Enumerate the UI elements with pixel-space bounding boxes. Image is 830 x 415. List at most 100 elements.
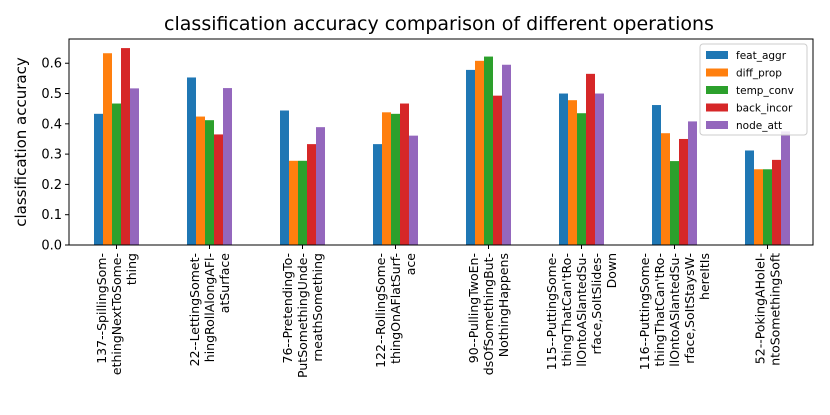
bar-temp_conv-6 (577, 113, 586, 246)
x-tick-label-line: Down (604, 253, 619, 288)
x-tick-label: 122--RollingSome-thingOnAFlatSurf-ace (373, 253, 418, 368)
bar-node_att-7 (688, 121, 697, 245)
bar-temp_conv-2 (205, 120, 214, 245)
bar-temp_conv-8 (763, 169, 772, 245)
x-tick-label-line: 122--RollingSome- (373, 253, 388, 368)
x-tick-label: 116--PuttingSome-thingThatCan'tRo-llOnto… (637, 253, 712, 370)
bar-node_att-4 (409, 135, 418, 245)
x-tick-label-line: thingThatCan'tRo- (559, 253, 574, 366)
x-tick-label-line: atSurface (217, 253, 232, 313)
legend-swatch-feat_aggr (706, 51, 728, 59)
x-tick-label-line: hereItIs (697, 253, 712, 300)
bar-feat_aggr-2 (187, 77, 196, 245)
x-tick-label-line: 137--SpillingSom- (94, 253, 109, 364)
bar-back_incor-8 (772, 159, 781, 245)
bar-back_incor-4 (400, 103, 409, 245)
legend-swatch-diff_prop (706, 68, 728, 77)
bar-feat_aggr-6 (559, 93, 568, 245)
x-tick-label-line: ntoSomethingSoft (768, 253, 783, 366)
bar-feat_aggr-5 (466, 69, 475, 246)
bar-back_incor-6 (586, 73, 595, 246)
legend-swatch-back_incor (706, 103, 728, 112)
bar-back_incor-2 (214, 134, 223, 245)
legend-box (699, 43, 808, 136)
legend-swatch-node_att (706, 121, 728, 129)
bar-diff_prop-7 (661, 133, 670, 245)
plot-frame (68, 38, 814, 246)
y-axis-label: classification accuracy (12, 57, 30, 227)
x-axis: 137--SpillingSom-ethingNextToSome-thing 2… (94, 245, 783, 378)
x-tick-label-line: 115--PuttingSome- (544, 253, 559, 370)
x-tick-label-line: llOntoASlantedSu- (667, 253, 682, 367)
x-tick-label-line: dsOfSomethingBut- (481, 253, 496, 375)
x-tick-label: 90--PullingTwoEn-dsOfSomethingBut- Nothin… (466, 253, 511, 375)
x-tick-label: 52--PokingAHoleI-ntoSomethingSoft (753, 253, 783, 366)
x-tick-label: 115--PuttingSome-thingThatCan'tRo-llOnto… (544, 253, 619, 370)
bar-node_att-1 (130, 88, 139, 245)
y-tick-label: 0.2 (41, 178, 62, 193)
bar-back_incor-7 (679, 138, 688, 245)
x-tick-label-line: PutSomethingUnde- (295, 253, 310, 378)
legend-label-feat_aggr: feat_aggr (736, 50, 787, 62)
bar-temp_conv-5 (484, 56, 493, 245)
bar-temp_conv-3 (298, 160, 307, 245)
legend: feat_aggr diff_prop temp_conv back_incornod… (699, 43, 808, 136)
bar-diff_prop-1 (103, 53, 112, 245)
x-tick-label-line: 52--PokingAHoleI- (753, 253, 768, 364)
bar-feat_aggr-4 (373, 144, 382, 245)
y-tick-label: 0.3 (41, 148, 62, 163)
bar-temp_conv-1 (112, 103, 121, 245)
plot-area (68, 38, 814, 246)
x-tick-label-line: rface,SoItStaysW- (682, 253, 697, 364)
legend-label-temp_conv: temp_conv (736, 85, 794, 97)
bar-back_incor-3 (307, 144, 316, 245)
x-tick-label: 76--PretendingTo- PutSomethingUnde-rneath… (280, 253, 325, 378)
bar-node_att-5 (502, 64, 511, 245)
legend-label-back_incor: back_incor (736, 103, 793, 115)
bar-temp_conv-7 (670, 161, 679, 245)
bar-node_att-2 (223, 88, 232, 245)
bar-feat_aggr-1 (94, 113, 103, 245)
x-tick-label-line: hingRollAlongAFl- (202, 253, 217, 362)
y-tick-label: 0.6 (41, 57, 62, 72)
bar-back_incor-1 (121, 48, 130, 246)
bar-feat_aggr-7 (652, 105, 661, 246)
x-tick-label-line: rneathSomething (310, 253, 325, 362)
x-tick-label-line: NothingHappens (496, 253, 511, 357)
x-tick-label-line: 76--PretendingTo- (280, 253, 295, 363)
legend-swatch-temp_conv (706, 86, 728, 94)
x-tick-label-line: 116--PuttingSome- (637, 253, 652, 370)
x-tick-label-line: rface,SoItSlides- (589, 253, 604, 354)
bar-diff_prop-3 (289, 160, 298, 245)
y-tick-label: 0.4 (41, 117, 62, 132)
bar-diff_prop-4 (382, 112, 391, 245)
bar-temp_conv-4 (391, 113, 400, 245)
bar-diff_prop-5 (475, 60, 484, 245)
bar-node_att-6 (595, 93, 604, 245)
x-tick-label-line: ethingNextToSome- (109, 253, 124, 375)
x-tick-label: 22--LettingSomet-hingRollAlongAFl-atSurf… (187, 253, 232, 367)
bar-back_incor-5 (493, 95, 502, 246)
bar-node_att-3 (316, 127, 325, 245)
chart-title: classification accuracy comparison of di… (164, 13, 714, 35)
x-tick-label-line: thingThatCan'tRo- (652, 253, 667, 366)
bar-feat_aggr-8 (745, 150, 754, 245)
bar-diff_prop-6 (568, 100, 577, 245)
bar-diff_prop-8 (754, 169, 763, 245)
y-tick-label: 0.1 (41, 208, 62, 223)
y-axis: 0.0 0.1 0.2 0.3 0.4 0.5 0.6 (41, 57, 69, 254)
legend-label-node_att: node_att (736, 120, 782, 132)
y-tick-label: 0.5 (41, 87, 62, 102)
x-tick-label-line: ace (403, 253, 418, 276)
bar-diff_prop-2 (196, 116, 205, 245)
x-tick-label-line: 90--PullingTwoEn- (466, 253, 481, 363)
x-tick-label-line: thing (124, 253, 139, 285)
legend-label-diff_prop: diff_prop (736, 68, 782, 80)
x-tick-label-line: thingOnAFlatSurf- (388, 253, 403, 364)
x-tick-label-line: 22--LettingSomet- (187, 253, 202, 366)
y-tick-label: 0.0 (41, 239, 62, 254)
bar-node_att-8 (781, 131, 790, 245)
bar-feat_aggr-3 (280, 110, 289, 246)
x-tick-label: 137--SpillingSom-ethingNextToSome-thing (94, 253, 139, 375)
